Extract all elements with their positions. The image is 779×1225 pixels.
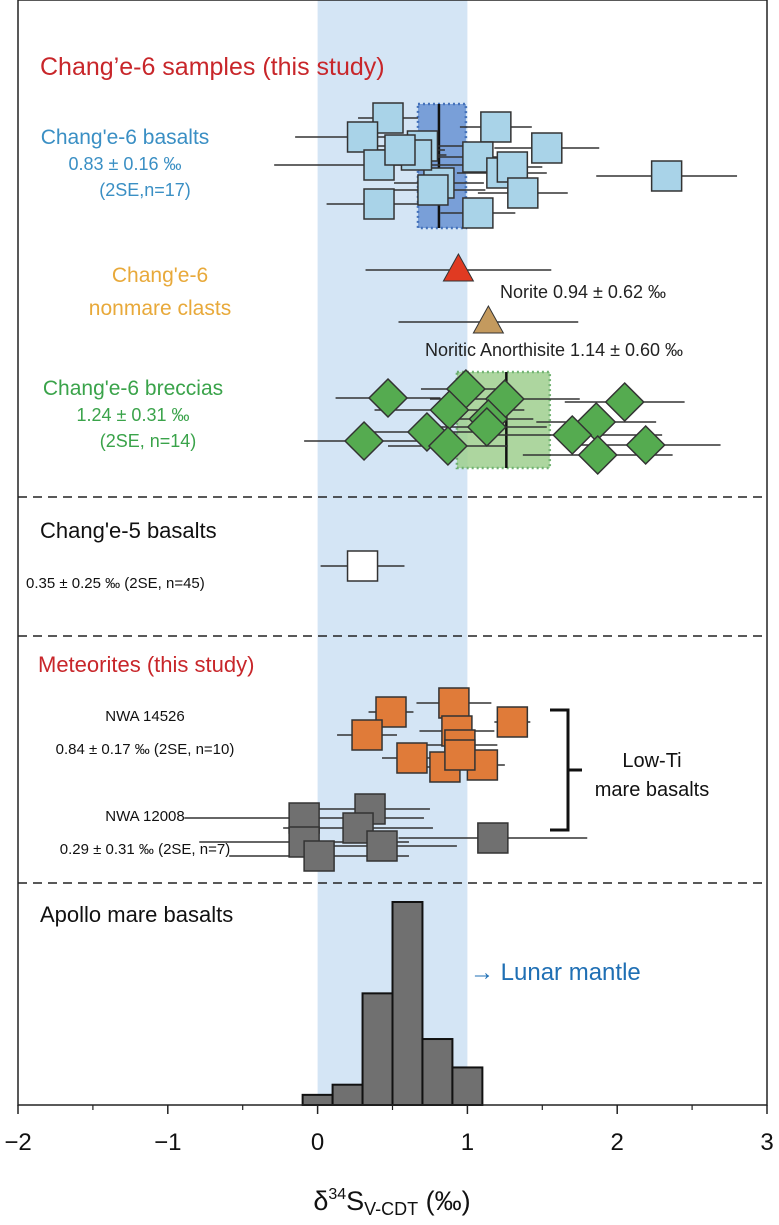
- histogram-bar: [451, 1066, 484, 1106]
- meteorites-heading: Meteorites (this study): [38, 652, 254, 677]
- basalt-point: [462, 197, 494, 229]
- nwa14526-label: NWA 14526: [105, 708, 185, 725]
- ce5-label: Chang'e-5 basalts: [40, 518, 217, 543]
- nwa12008-point: [366, 830, 398, 862]
- breccia-point: [604, 381, 645, 423]
- norite-label: Norite 0.94 ± 0.62 ‰: [500, 282, 666, 302]
- basalt-point: [531, 132, 563, 164]
- basalt-point: [650, 160, 683, 192]
- anorthosite-label: Noritic Anorthisite 1.14 ± 0.60 ‰: [425, 340, 683, 360]
- x-tick-label: 0: [311, 1129, 324, 1156]
- x-tick-label: 1: [461, 1129, 474, 1156]
- low-ti-bracket: [550, 708, 582, 832]
- breccia-point: [466, 406, 507, 448]
- histogram-bar: [331, 1083, 364, 1106]
- nwa14526-point: [496, 706, 529, 738]
- x-axis-label: δ34SV-CDT (‰): [313, 1186, 470, 1219]
- nonmare-label-2: nonmare clasts: [89, 297, 231, 320]
- basalt-point: [480, 111, 512, 143]
- nwa14526-point: [396, 742, 428, 774]
- ce6-heading: Chang’e-6 samples (this study): [40, 53, 385, 81]
- nwa12008-stat: 0.29 ± 0.31 ‰ (2SE, n=7): [60, 841, 230, 858]
- breccias-label: Chang'e-6 breccias: [43, 377, 223, 400]
- histogram-bar: [421, 1038, 454, 1107]
- breccia-point: [552, 414, 593, 456]
- ce6-basalts-stat: 0.83 ± 0.16 ‰: [69, 154, 182, 174]
- x-tick-label: 3: [760, 1129, 773, 1156]
- basalt-point: [417, 174, 449, 206]
- basalt-point: [363, 188, 395, 220]
- low-ti-label-2: mare basalts: [595, 779, 710, 801]
- basalt-point: [346, 121, 379, 153]
- ce5-point: [346, 550, 379, 582]
- nwa14526-point: [375, 696, 407, 728]
- breccia-point: [625, 424, 666, 466]
- basalt-point: [384, 134, 416, 166]
- nwa14526-stat: 0.84 ± 0.17 ‰ (2SE, n=10): [56, 741, 235, 758]
- ce6-basalts-label: Chang'e-6 basalts: [41, 126, 210, 149]
- breccia-point: [577, 434, 618, 476]
- histogram-bar: [301, 1093, 334, 1106]
- anorthosite-point: [472, 304, 505, 334]
- x-tick-label: 2: [611, 1129, 624, 1156]
- lunar-mantle-annotation: → Lunar mantle: [470, 959, 641, 986]
- breccias-stat: 1.24 ± 0.31 ‰: [77, 405, 190, 425]
- low-ti-label-1: Low-Ti: [622, 750, 681, 772]
- basalt-point: [462, 141, 494, 173]
- ce6-basalts-n: (2SE,n=17): [99, 180, 191, 200]
- ce5-stat: 0.35 ± 0.25 ‰ (2SE, n=45): [26, 575, 205, 592]
- nwa14526-point: [438, 687, 470, 719]
- x-tick-label: −2: [4, 1129, 31, 1156]
- nwa12008-label: NWA 12008: [105, 808, 185, 825]
- nwa14526-point: [351, 719, 383, 751]
- x-tick-label: −1: [154, 1129, 181, 1156]
- basalt-point: [507, 177, 539, 209]
- breccias-n: (2SE, n=14): [100, 431, 197, 451]
- nonmare-label-1: Chang'e-6: [112, 264, 208, 287]
- histogram-bar: [361, 992, 394, 1106]
- breccia-point: [427, 425, 468, 467]
- apollo-label: Apollo mare basalts: [40, 902, 233, 927]
- nwa12008-point: [303, 840, 335, 872]
- nwa14526-point: [444, 739, 476, 771]
- norite-point: [442, 252, 475, 282]
- nwa12008-point: [477, 822, 509, 854]
- breccia-point: [343, 420, 385, 462]
- histogram-bar: [391, 901, 424, 1106]
- breccia-point: [367, 377, 409, 419]
